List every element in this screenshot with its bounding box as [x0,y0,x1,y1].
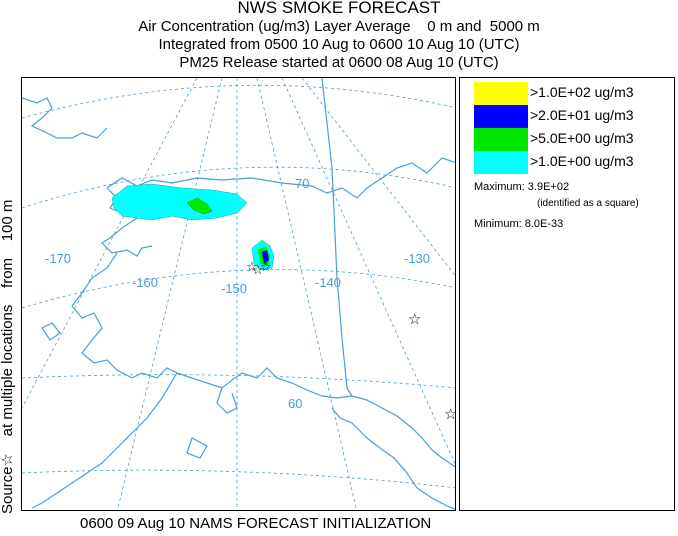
kenai-peninsula [216,387,238,414]
lat-55-line [22,469,455,489]
kodiak-island [186,437,208,459]
source-star-icon: ☆ [246,260,258,275]
legend-panel: >1.0E+02 ug/m3 >2.0E+01 ug/m3 >5.0E+00 u… [459,77,675,511]
lat-60-line [22,374,455,389]
legend-swatch-cyan [474,151,528,174]
lat-65-line [22,269,455,309]
legend-item: >1.0E+00 ug/m3 [474,151,674,174]
release-info: PM25 Release started at 0600 08 Aug 10 (… [179,54,499,71]
coastline [22,78,455,510]
maximum-note: (identified as a square) [537,198,639,209]
western-coast [71,252,178,379]
arctic-coast [106,157,455,199]
forecast-initialization: 0600 09 Aug 10 NAMS FORECAST INITIALIZAT… [80,515,432,532]
legend-swatch-blue [474,105,528,128]
panhandle-coast [331,407,455,510]
source-star-icon: ☆ [444,405,456,423]
lat-label: 60 [288,396,302,411]
lon-label: -150 [221,281,247,296]
legend-label: >1.0E+00 ug/m3 [530,153,634,169]
source-markers: ☆ ☆ ☆ ☆ ☆ [246,260,456,423]
lon-label: -160 [132,275,158,290]
lat-75-line [22,84,455,119]
map-canvas: ☆ ☆ ☆ ☆ ☆ -170 -160 -150 -140 -130 70 60 [22,78,456,510]
maximum-value: Maximum: 3.9E+02 [474,181,570,193]
legend-item: >1.0E+02 ug/m3 [474,82,674,105]
source-side-text: Source☆ at multiple locations from 100 m [0,199,16,514]
green-plume-north [186,197,213,215]
lon-160-line [117,78,223,510]
lon-label: -140 [315,275,341,290]
integration-period: Integrated from 0500 10 Aug to 0600 10 A… [158,36,520,53]
lat-70-line [22,166,455,209]
chukotka-coast [22,97,108,139]
legend-swatch-green [474,128,528,151]
lon-140-line [256,78,357,510]
lon-130-line [281,78,455,465]
legend-label: >2.0E+01 ug/m3 [530,107,634,123]
alaska-peninsula [31,372,178,509]
lon-170-line [22,78,198,409]
blue-plume-fire [262,250,269,264]
smoke-map: ☆ ☆ ☆ ☆ ☆ -170 -160 -150 -140 -130 70 60 [21,77,456,511]
smoke-plumes [111,183,275,271]
legend-label: >5.0E+00 ug/m3 [530,130,634,146]
legend-swatch-yellow [474,82,528,105]
legend-item: >2.0E+01 ug/m3 [474,105,674,128]
source-star-icon: ☆ [260,260,272,275]
border-line [321,78,353,397]
legend-item: >5.0E+00 ug/m3 [474,128,674,151]
lon-label: -130 [404,251,430,266]
concentration-subtitle: Air Concentration (ug/m3) Layer Average … [138,18,540,35]
cyan-plume-north [111,183,248,221]
forecast-title: NWS SMOKE FORECAST [237,0,441,17]
legend-label: >1.0E+02 ug/m3 [530,84,634,100]
lon-120-line [301,78,455,277]
gulf-of-alaska-coast [176,367,455,468]
lon-label: -170 [45,251,71,266]
seward-peninsula [101,187,153,257]
minimum-value: Minimum: 8.0E-33 [474,218,564,230]
source-star-icon: ☆ [408,310,421,328]
graticule-labels: -170 -160 -150 -140 -130 70 60 [45,176,430,411]
lat-label: 70 [295,176,309,191]
st-lawrence-island [41,322,61,341]
source-star-icon: ☆ [252,263,264,278]
